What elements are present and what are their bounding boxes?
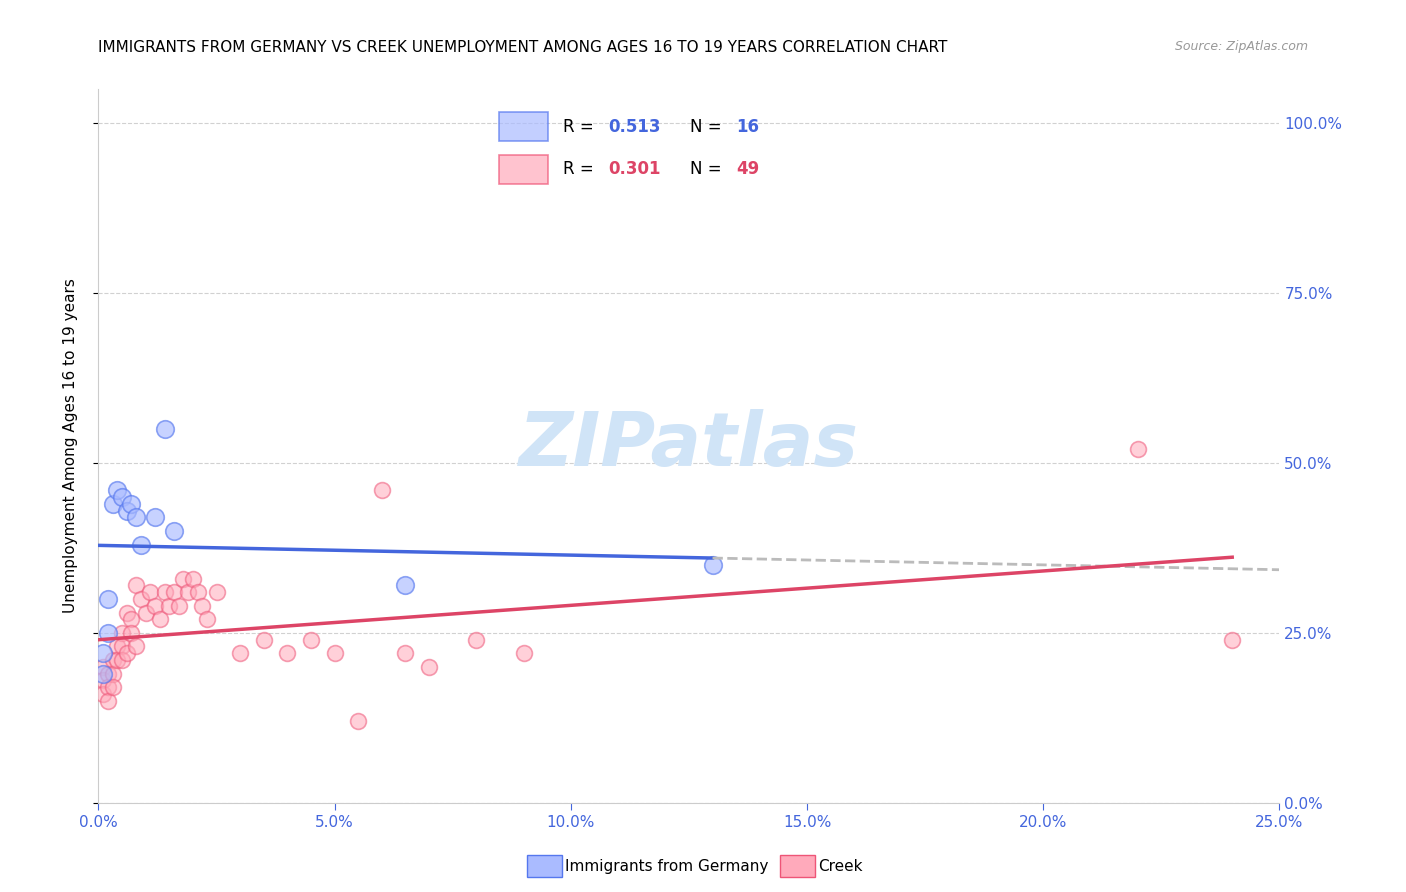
Point [91, 673, 114, 688]
Point [167, 599, 190, 613]
Point [101, 666, 124, 681]
Point [97, 680, 120, 694]
Point [111, 490, 134, 504]
Text: Source: ZipAtlas.com: Source: ZipAtlas.com [1174, 40, 1308, 54]
Point [465, 632, 488, 647]
Point [157, 599, 180, 613]
Point [371, 483, 394, 498]
Point [111, 626, 134, 640]
Point [121, 626, 143, 640]
Point [177, 585, 200, 599]
Point [139, 585, 162, 599]
Point [149, 612, 172, 626]
Point [97, 666, 120, 681]
Y-axis label: Unemployment Among Ages 16 to 19 years: Unemployment Among Ages 16 to 19 years [63, 278, 77, 614]
Point [97, 626, 120, 640]
Point [105, 640, 128, 654]
Point [125, 510, 148, 524]
Point [125, 578, 148, 592]
Point [143, 599, 166, 613]
Point [153, 585, 176, 599]
Point [115, 606, 138, 620]
Point [253, 632, 276, 647]
Point [111, 653, 134, 667]
Point [702, 558, 724, 572]
Point [195, 612, 218, 626]
Point [299, 632, 322, 647]
Point [105, 483, 128, 498]
Point [91, 660, 114, 674]
Point [418, 660, 440, 674]
Point [276, 646, 298, 660]
Point [125, 640, 148, 654]
Point [143, 510, 166, 524]
Point [181, 572, 204, 586]
Point [115, 646, 138, 660]
Point [153, 422, 176, 436]
Point [163, 585, 186, 599]
Point [129, 591, 152, 606]
Point [91, 666, 114, 681]
Point [129, 537, 152, 551]
Point [323, 646, 346, 660]
Text: IMMIGRANTS FROM GERMANY VS CREEK UNEMPLOYMENT AMONG AGES 16 TO 19 YEARS CORRELAT: IMMIGRANTS FROM GERMANY VS CREEK UNEMPLO… [98, 40, 948, 55]
Text: Creek: Creek [818, 859, 863, 873]
Point [115, 503, 138, 517]
Point [97, 591, 120, 606]
Point [394, 646, 416, 660]
Point [229, 646, 252, 660]
Point [187, 585, 209, 599]
Point [101, 653, 124, 667]
Text: Immigrants from Germany: Immigrants from Germany [565, 859, 769, 873]
Point [163, 524, 186, 538]
Point [172, 572, 194, 586]
Text: ZIPatlas: ZIPatlas [519, 409, 859, 483]
Point [121, 612, 143, 626]
Point [1126, 442, 1149, 457]
Point [111, 640, 134, 654]
Point [512, 646, 534, 660]
Point [105, 653, 128, 667]
Point [101, 497, 124, 511]
Point [394, 578, 416, 592]
Point [347, 714, 370, 729]
Point [91, 687, 114, 701]
Point [1220, 632, 1243, 647]
Point [97, 694, 120, 708]
Point [191, 599, 214, 613]
Point [121, 497, 143, 511]
Point [101, 680, 124, 694]
Point [205, 585, 228, 599]
Point [135, 606, 157, 620]
Point [91, 646, 114, 660]
